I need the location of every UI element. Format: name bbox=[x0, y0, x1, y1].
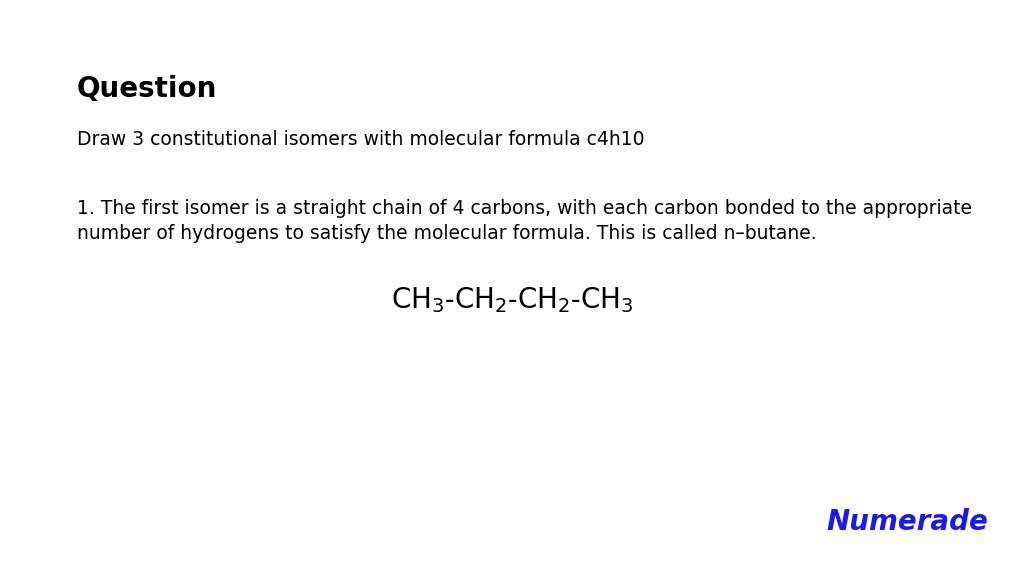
Text: Numerade: Numerade bbox=[826, 507, 988, 536]
Text: 1. The first isomer is a straight chain of 4 carbons, with each carbon bonded to: 1. The first isomer is a straight chain … bbox=[77, 199, 972, 244]
Text: $\mathregular{CH_3\text{-}CH_2\text{-}CH_2\text{-}CH_3}$: $\mathregular{CH_3\text{-}CH_2\text{-}CH… bbox=[391, 285, 633, 315]
Text: Question: Question bbox=[77, 75, 217, 103]
Text: Draw 3 constitutional isomers with molecular formula c4h10: Draw 3 constitutional isomers with molec… bbox=[77, 130, 644, 149]
